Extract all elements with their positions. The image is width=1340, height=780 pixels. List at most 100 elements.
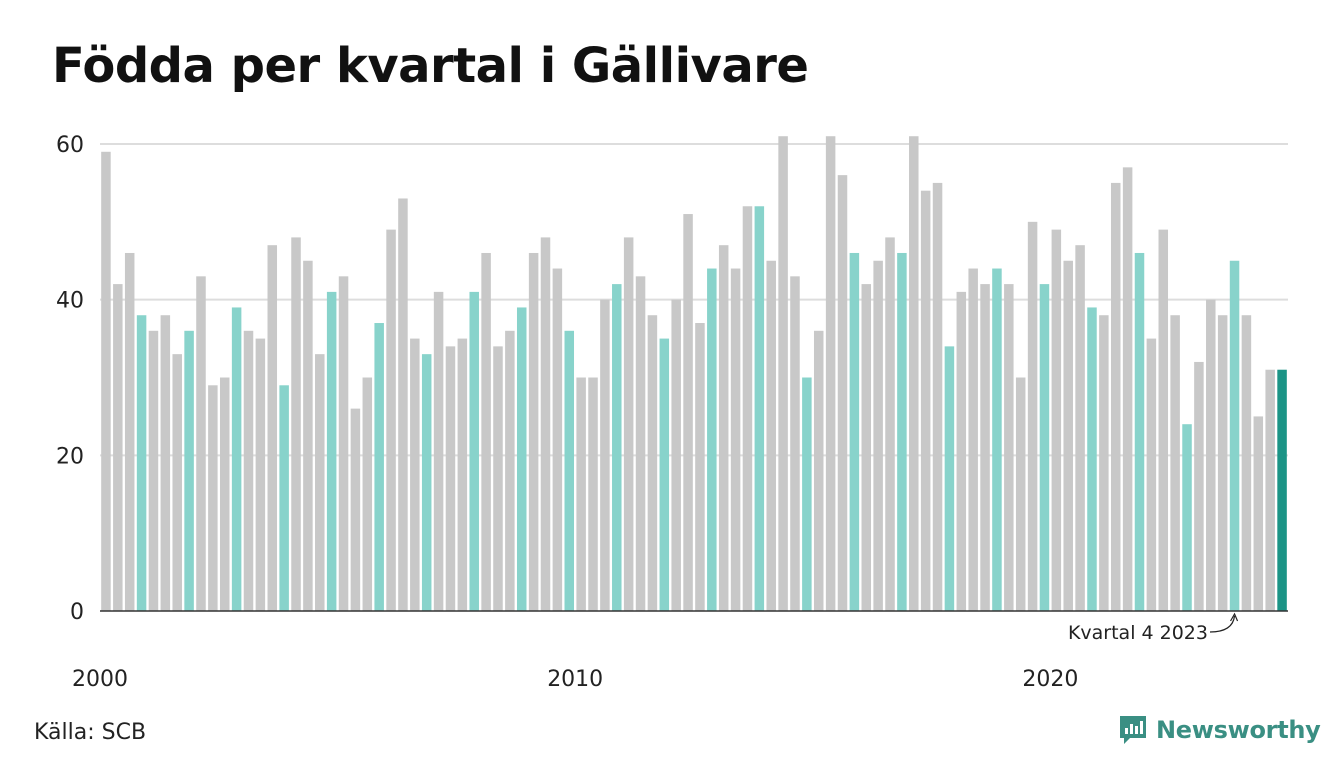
page-title: Födda per kvartal i Gällivare [52,38,809,94]
bar [516,307,527,611]
bar [1194,361,1204,611]
bar [968,268,978,611]
bar [1241,315,1252,611]
bar [208,385,218,611]
bar [932,182,943,611]
bar [873,260,883,611]
bar [136,315,147,611]
bar [552,268,563,611]
annotation-arrow [1209,615,1236,633]
bar [1158,229,1169,611]
bar [303,260,313,611]
bar [837,175,848,611]
x-tick-label: 2000 [72,667,128,692]
bar [362,377,373,611]
bar [1015,377,1026,611]
bar [398,198,408,611]
bar [196,276,206,611]
bar [1229,260,1240,611]
y-tick-label: 40 [56,289,84,314]
bar [944,346,955,611]
bar [505,330,515,611]
bar [113,284,123,611]
bar [754,206,765,611]
bar [350,408,361,611]
y-tick-label: 60 [56,133,84,158]
bar [433,291,444,611]
bar [338,276,349,611]
bar [421,354,432,611]
bar [802,377,812,611]
source-label: Källa: SCB [34,720,147,745]
bar [707,268,717,611]
bar [778,136,788,611]
bar [1110,182,1121,611]
bar [1277,369,1287,611]
bar [469,291,479,611]
bar [671,299,681,611]
bar [1051,229,1062,611]
bar [956,291,967,611]
annotation-arrowhead [1230,612,1239,622]
bar [1146,338,1157,611]
bar [1075,245,1085,611]
bar [445,346,456,611]
bar [600,299,610,611]
bar [766,260,776,611]
bar [148,330,159,611]
bar [790,276,800,611]
bar [374,323,384,611]
bar [172,354,182,611]
bar [1004,284,1014,611]
bar [101,151,111,612]
bar [825,136,836,611]
annotation-label: Kvartal 4 2023 [1068,622,1208,644]
bar [992,268,1002,611]
bar [612,284,622,611]
bar [457,338,468,611]
bar [1134,252,1145,611]
bar [718,245,729,611]
y-tick-label: 20 [56,444,84,469]
bar [410,338,420,611]
bar [255,338,266,611]
bar [184,330,194,611]
x-tick-label: 2010 [547,667,603,692]
bar [481,252,491,611]
bar [635,276,646,611]
bar [540,237,551,611]
bar [1217,315,1228,611]
bar [647,315,658,611]
bar [897,252,907,611]
x-tick-label: 2020 [1022,667,1078,692]
brand-name: Newsworthy [1156,716,1321,744]
bar [813,330,824,611]
brand-logo: Newsworthy [1118,714,1321,746]
bar [219,377,230,611]
bar [1063,260,1073,611]
bar [1206,299,1216,611]
bar [885,237,895,611]
bar [1099,315,1109,611]
bar [683,214,693,612]
bar [231,307,242,611]
bar [291,237,301,611]
bar [243,330,254,611]
bar [1039,284,1050,611]
bar [279,385,289,611]
bar [1027,221,1038,612]
bar [528,252,539,611]
bar [315,354,325,611]
y-tick-label: 0 [70,600,84,625]
bar [493,346,503,611]
bar [849,252,860,611]
bar [909,136,919,611]
bar [1122,167,1133,611]
bar [564,330,575,611]
bar [588,377,598,611]
bar [920,190,931,611]
bar [695,323,705,611]
bar [267,245,278,611]
bar-chart: 0 20 40 60 2000 2010 2020 Kvartal 4 2023 [56,133,1288,692]
bar [623,237,634,611]
